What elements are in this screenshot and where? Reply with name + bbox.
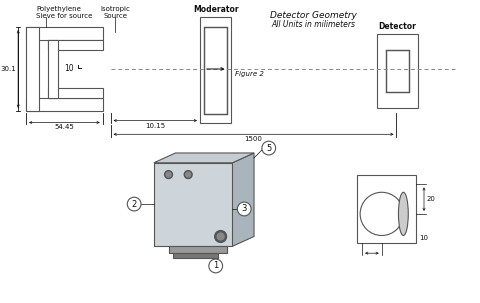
Circle shape [184,171,192,178]
Text: Polyethylene
Sieve for source: Polyethylene Sieve for source [36,5,92,18]
Bar [26,27,103,40]
Bar [204,27,228,114]
Text: 10: 10 [64,65,74,73]
Circle shape [237,202,251,216]
Circle shape [215,231,227,242]
Text: All Units in milimeters: All Units in milimeters [271,20,355,29]
Text: 10: 10 [419,235,428,241]
Circle shape [186,172,191,177]
Circle shape [209,259,223,273]
Text: Detector: Detector [379,22,417,31]
Text: Detector Geometry: Detector Geometry [270,11,357,19]
Circle shape [165,171,172,178]
Bar [377,34,418,108]
Text: 2: 2 [132,200,137,208]
Text: Isotropic
Source: Isotropic Source [100,5,131,18]
Text: 20: 20 [427,196,436,202]
Polygon shape [232,153,254,246]
Text: 30.1: 30.1 [0,66,16,72]
Text: 1500: 1500 [245,136,263,142]
Bar [385,50,409,92]
Text: Figure 2: Figure 2 [235,71,264,77]
Bar [168,246,228,253]
Text: 3: 3 [241,205,247,214]
Circle shape [217,233,224,240]
Text: Moderator: Moderator [193,5,239,15]
Circle shape [127,197,141,211]
Bar [48,40,58,98]
Polygon shape [154,153,254,163]
Circle shape [360,192,403,235]
Circle shape [166,172,171,177]
Bar [26,27,39,111]
Text: 10.15: 10.15 [145,122,165,128]
Bar [48,40,103,50]
Circle shape [262,141,276,155]
Bar [154,163,232,246]
Bar [48,88,103,98]
Bar [173,253,217,258]
Text: 54.45: 54.45 [55,125,74,131]
Bar [26,98,103,111]
Bar [200,17,231,124]
Text: 5: 5 [266,144,271,153]
Text: 1: 1 [213,261,218,271]
Ellipse shape [398,192,408,235]
Bar [357,175,416,243]
